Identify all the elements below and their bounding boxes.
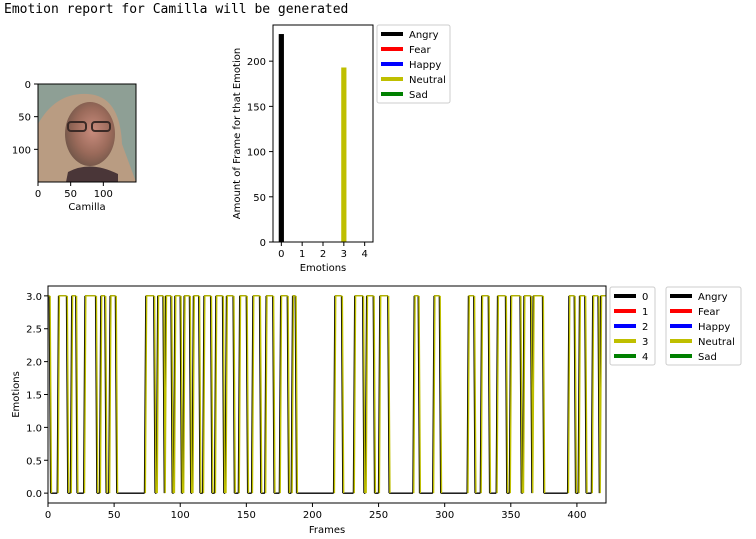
bar-legend-label: Angry xyxy=(409,30,439,41)
line-x-tick-label: 400 xyxy=(567,510,586,521)
photo-glasses-left xyxy=(67,121,87,132)
line-ylabel: Emotions xyxy=(11,371,22,418)
line-y-tick-label: 2.0 xyxy=(26,358,42,369)
photo-glasses-right xyxy=(91,121,111,132)
line-legend-named-label: Neutral xyxy=(698,337,735,348)
bar-xlabel: Emotions xyxy=(300,263,347,274)
line-legend-numeric-label: 1 xyxy=(642,307,648,318)
line-y-tick-label: 1.0 xyxy=(26,423,42,434)
photo-x-tick-label: 0 xyxy=(35,189,41,200)
report-header: Emotion report for Camilla will be gener… xyxy=(4,2,349,17)
photo-x-tick-label: 50 xyxy=(64,189,77,200)
line-y-tick-label: 3.0 xyxy=(26,292,42,303)
bar-x-tick-label: 0 xyxy=(278,249,284,260)
line-legend-numeric-label: 0 xyxy=(642,292,648,303)
photo-y-tick-label: 50 xyxy=(18,113,31,124)
bar-y-tick-label: 0 xyxy=(260,238,266,249)
photo-y-tick-label: 0 xyxy=(25,80,31,91)
line-legend-numeric-label: 4 xyxy=(642,352,648,363)
bar-ylabel: Amount of Frame for that Emotion xyxy=(232,48,243,219)
line-x-tick-label: 0 xyxy=(45,510,51,521)
photo-x-tick-label: 100 xyxy=(94,189,113,200)
bar-legend-label: Happy xyxy=(409,60,441,71)
line-legend-named-label: Angry xyxy=(698,292,728,303)
line-series-neutral xyxy=(48,295,606,494)
line-x-tick-label: 50 xyxy=(108,510,121,521)
line-xlabel: Frames xyxy=(309,525,345,536)
bar-emotion-0 xyxy=(278,34,284,242)
line-x-tick-label: 150 xyxy=(237,510,256,521)
bar-legend-label: Sad xyxy=(409,90,428,101)
photo-xlabel: Camilla xyxy=(68,202,105,213)
bar-legend xyxy=(376,24,451,104)
line-legend-numeric-label: 3 xyxy=(642,337,648,348)
bar-chart-frame xyxy=(272,24,374,243)
line-legend-named-label: Sad xyxy=(698,352,717,363)
bar-y-tick-label: 100 xyxy=(247,148,266,159)
line-y-tick-label: 2.5 xyxy=(26,325,42,336)
photo-face xyxy=(65,102,115,166)
line-y-tick-label: 0.0 xyxy=(26,489,42,500)
photo-shirt xyxy=(66,166,118,182)
bar-y-tick-label: 200 xyxy=(247,57,266,68)
line-y-tick-label: 1.5 xyxy=(26,391,42,402)
bar-legend-label: Fear xyxy=(409,45,431,56)
bar-x-tick-label: 3 xyxy=(341,249,347,260)
line-x-tick-label: 250 xyxy=(369,510,388,521)
bar-legend-label: Neutral xyxy=(409,75,446,86)
line-legend-numeric-label: 2 xyxy=(642,322,648,333)
line-legend-named-label: Fear xyxy=(698,307,720,318)
line-y-tick-label: 0.5 xyxy=(26,456,42,467)
line-legend-named xyxy=(665,286,742,366)
bar-emotion-3 xyxy=(341,67,347,242)
bar-x-tick-label: 4 xyxy=(361,249,367,260)
bar-x-tick-label: 1 xyxy=(299,249,305,260)
photo-frame xyxy=(37,83,137,183)
line-x-tick-label: 200 xyxy=(303,510,322,521)
bar-x-tick-label: 2 xyxy=(320,249,326,260)
bar-y-tick-label: 150 xyxy=(247,102,266,113)
line-legend-named-label: Happy xyxy=(698,322,730,333)
line-x-tick-label: 100 xyxy=(171,510,190,521)
bar-y-tick-label: 50 xyxy=(253,193,266,204)
photo-y-tick-label: 100 xyxy=(12,145,31,156)
line-x-tick-label: 300 xyxy=(435,510,454,521)
line-x-tick-label: 350 xyxy=(501,510,520,521)
